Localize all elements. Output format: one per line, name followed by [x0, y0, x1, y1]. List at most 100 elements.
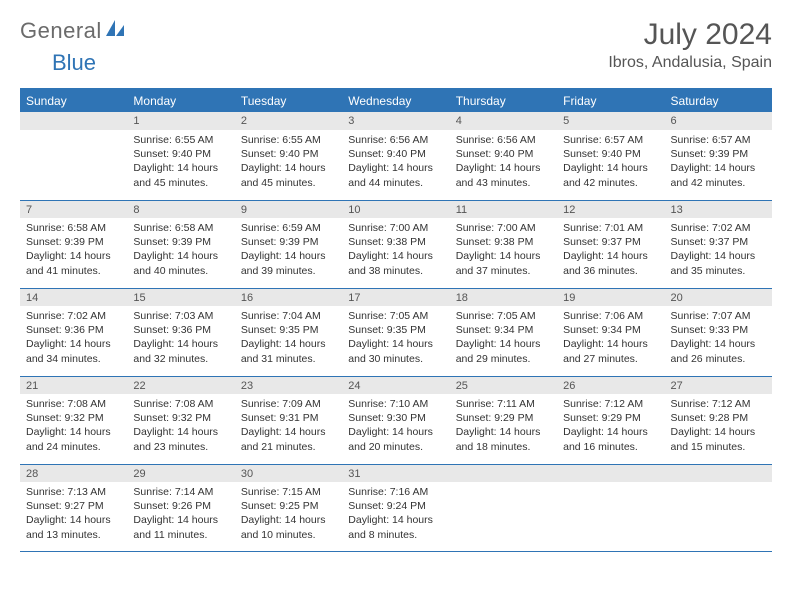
daylight-line-1: Daylight: 14 hours	[26, 513, 121, 527]
logo-sail-icon	[104, 18, 126, 44]
date-body-cell: Sunrise: 6:58 AMSunset: 9:39 PMDaylight:…	[20, 218, 127, 288]
date-number-cell: 15	[127, 288, 234, 306]
date-number-cell: 2	[235, 112, 342, 130]
date-body-cell: Sunrise: 7:05 AMSunset: 9:35 PMDaylight:…	[342, 306, 449, 376]
dayhead-wed: Wednesday	[342, 90, 449, 112]
sunset-line: Sunset: 9:38 PM	[348, 235, 443, 249]
sunset-line: Sunset: 9:40 PM	[563, 147, 658, 161]
sunrise-line: Sunrise: 7:14 AM	[133, 485, 228, 499]
date-number-cell: 12	[557, 200, 664, 218]
date-number-cell: 11	[450, 200, 557, 218]
date-number-cell: 8	[127, 200, 234, 218]
date-body-cell: Sunrise: 6:55 AMSunset: 9:40 PMDaylight:…	[235, 130, 342, 200]
daylight-line-1: Daylight: 14 hours	[348, 161, 443, 175]
sunrise-line: Sunrise: 6:59 AM	[241, 221, 336, 235]
daylight-line-2: and 30 minutes.	[348, 352, 443, 366]
daylight-line-1: Daylight: 14 hours	[456, 425, 551, 439]
date-number-cell: 16	[235, 288, 342, 306]
date-body-cell	[557, 482, 664, 552]
sunrise-line: Sunrise: 6:56 AM	[456, 133, 551, 147]
daylight-line-2: and 45 minutes.	[133, 176, 228, 190]
sunset-line: Sunset: 9:37 PM	[563, 235, 658, 249]
sunset-line: Sunset: 9:29 PM	[563, 411, 658, 425]
date-number-cell: 31	[342, 464, 449, 482]
date-number-cell: 23	[235, 376, 342, 394]
sunset-line: Sunset: 9:34 PM	[563, 323, 658, 337]
daylight-line-2: and 41 minutes.	[26, 264, 121, 278]
daylight-line-1: Daylight: 14 hours	[26, 249, 121, 263]
date-body-row: Sunrise: 6:55 AMSunset: 9:40 PMDaylight:…	[20, 130, 772, 200]
sunrise-line: Sunrise: 7:03 AM	[133, 309, 228, 323]
daylight-line-2: and 40 minutes.	[133, 264, 228, 278]
daylight-line-2: and 29 minutes.	[456, 352, 551, 366]
daylight-line-1: Daylight: 14 hours	[456, 161, 551, 175]
daylight-line-1: Daylight: 14 hours	[563, 425, 658, 439]
dayhead-sun: Sunday	[20, 90, 127, 112]
date-body-cell: Sunrise: 6:56 AMSunset: 9:40 PMDaylight:…	[342, 130, 449, 200]
daylight-line-2: and 42 minutes.	[671, 176, 766, 190]
sunrise-line: Sunrise: 7:00 AM	[348, 221, 443, 235]
daylight-line-1: Daylight: 14 hours	[563, 161, 658, 175]
date-number-cell: 10	[342, 200, 449, 218]
date-body-cell: Sunrise: 7:02 AMSunset: 9:36 PMDaylight:…	[20, 306, 127, 376]
date-body-cell: Sunrise: 7:07 AMSunset: 9:33 PMDaylight:…	[665, 306, 772, 376]
sunset-line: Sunset: 9:39 PM	[26, 235, 121, 249]
date-number-cell: 26	[557, 376, 664, 394]
date-number-cell: 7	[20, 200, 127, 218]
sunset-line: Sunset: 9:30 PM	[348, 411, 443, 425]
sunrise-line: Sunrise: 7:08 AM	[133, 397, 228, 411]
sunrise-line: Sunrise: 6:57 AM	[671, 133, 766, 147]
date-body-cell: Sunrise: 7:10 AMSunset: 9:30 PMDaylight:…	[342, 394, 449, 464]
date-number-cell	[665, 464, 772, 482]
daylight-line-2: and 13 minutes.	[26, 528, 121, 542]
date-body-cell: Sunrise: 7:09 AMSunset: 9:31 PMDaylight:…	[235, 394, 342, 464]
sunset-line: Sunset: 9:40 PM	[348, 147, 443, 161]
sunset-line: Sunset: 9:39 PM	[241, 235, 336, 249]
daylight-line-2: and 8 minutes.	[348, 528, 443, 542]
daylight-line-1: Daylight: 14 hours	[241, 425, 336, 439]
daylight-line-1: Daylight: 14 hours	[671, 337, 766, 351]
dayhead-fri: Friday	[557, 90, 664, 112]
date-number-cell: 17	[342, 288, 449, 306]
date-body-cell: Sunrise: 7:14 AMSunset: 9:26 PMDaylight:…	[127, 482, 234, 552]
date-body-cell: Sunrise: 7:04 AMSunset: 9:35 PMDaylight:…	[235, 306, 342, 376]
date-body-cell: Sunrise: 7:15 AMSunset: 9:25 PMDaylight:…	[235, 482, 342, 552]
daylight-line-2: and 16 minutes.	[563, 440, 658, 454]
date-number-cell: 19	[557, 288, 664, 306]
sunrise-line: Sunrise: 7:04 AM	[241, 309, 336, 323]
daylight-line-1: Daylight: 14 hours	[348, 337, 443, 351]
date-number-row: 21222324252627	[20, 376, 772, 394]
daylight-line-1: Daylight: 14 hours	[563, 249, 658, 263]
date-number-cell: 5	[557, 112, 664, 130]
sunset-line: Sunset: 9:31 PM	[241, 411, 336, 425]
date-body-cell: Sunrise: 7:12 AMSunset: 9:28 PMDaylight:…	[665, 394, 772, 464]
calendar-table: Sunday Monday Tuesday Wednesday Thursday…	[20, 88, 772, 552]
daylight-line-1: Daylight: 14 hours	[671, 161, 766, 175]
sunrise-line: Sunrise: 7:05 AM	[456, 309, 551, 323]
daylight-line-2: and 39 minutes.	[241, 264, 336, 278]
sunset-line: Sunset: 9:28 PM	[671, 411, 766, 425]
date-body-cell: Sunrise: 7:02 AMSunset: 9:37 PMDaylight:…	[665, 218, 772, 288]
sunrise-line: Sunrise: 6:55 AM	[241, 133, 336, 147]
date-number-cell: 25	[450, 376, 557, 394]
daylight-line-2: and 23 minutes.	[133, 440, 228, 454]
daylight-line-2: and 36 minutes.	[563, 264, 658, 278]
dayhead-sat: Saturday	[665, 90, 772, 112]
date-body-cell	[450, 482, 557, 552]
daylight-line-2: and 38 minutes.	[348, 264, 443, 278]
daylight-line-2: and 37 minutes.	[456, 264, 551, 278]
date-body-cell: Sunrise: 6:58 AMSunset: 9:39 PMDaylight:…	[127, 218, 234, 288]
sunset-line: Sunset: 9:33 PM	[671, 323, 766, 337]
date-body-cell: Sunrise: 6:57 AMSunset: 9:39 PMDaylight:…	[665, 130, 772, 200]
sunset-line: Sunset: 9:27 PM	[26, 499, 121, 513]
daylight-line-2: and 20 minutes.	[348, 440, 443, 454]
date-number-cell: 20	[665, 288, 772, 306]
sunrise-line: Sunrise: 7:07 AM	[671, 309, 766, 323]
date-number-cell	[557, 464, 664, 482]
date-body-cell: Sunrise: 7:08 AMSunset: 9:32 PMDaylight:…	[127, 394, 234, 464]
date-body-cell: Sunrise: 7:00 AMSunset: 9:38 PMDaylight:…	[342, 218, 449, 288]
daylight-line-1: Daylight: 14 hours	[26, 337, 121, 351]
daylight-line-1: Daylight: 14 hours	[26, 425, 121, 439]
daylight-line-2: and 35 minutes.	[671, 264, 766, 278]
date-number-row: 78910111213	[20, 200, 772, 218]
